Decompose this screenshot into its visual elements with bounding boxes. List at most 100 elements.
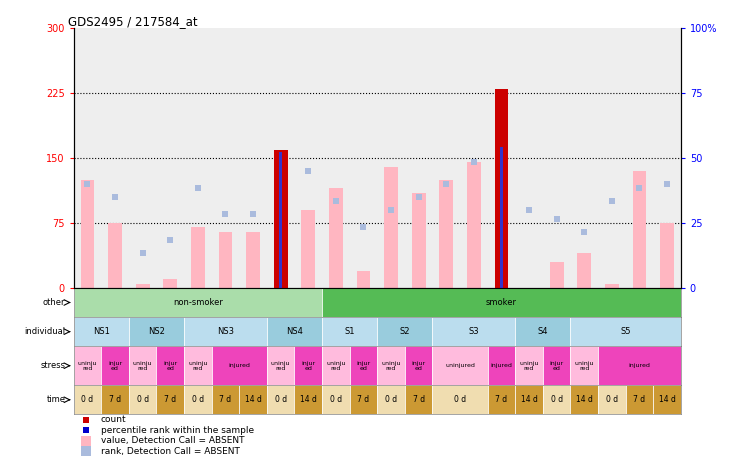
Bar bbox=[74, 385, 102, 414]
Text: S2: S2 bbox=[400, 327, 410, 336]
Bar bbox=[411, 193, 425, 288]
Bar bbox=[294, 385, 322, 414]
Bar bbox=[570, 385, 598, 414]
Text: 14 d: 14 d bbox=[576, 395, 592, 404]
Bar bbox=[246, 232, 260, 288]
Text: NS2: NS2 bbox=[148, 327, 165, 336]
Bar bbox=[632, 171, 646, 288]
Bar bbox=[219, 232, 233, 288]
Text: 7 d: 7 d bbox=[164, 395, 176, 404]
Bar bbox=[487, 346, 515, 385]
Text: 0 d: 0 d bbox=[385, 395, 397, 404]
Text: NS1: NS1 bbox=[93, 327, 110, 336]
Bar bbox=[212, 385, 239, 414]
Text: NS3: NS3 bbox=[217, 327, 234, 336]
Bar bbox=[487, 385, 515, 414]
Text: 0 d: 0 d bbox=[606, 395, 618, 404]
Bar bbox=[515, 385, 543, 414]
Bar bbox=[212, 346, 266, 385]
Text: 0 d: 0 d bbox=[551, 395, 562, 404]
Text: 0 d: 0 d bbox=[192, 395, 204, 404]
Text: injur
ed: injur ed bbox=[163, 361, 177, 371]
Text: uninju
red: uninju red bbox=[133, 361, 152, 371]
Text: uninju
red: uninju red bbox=[575, 361, 594, 371]
Bar bbox=[301, 210, 315, 288]
Text: uninju
red: uninju red bbox=[381, 361, 400, 371]
Bar bbox=[329, 189, 343, 288]
Text: uninju
red: uninju red bbox=[326, 361, 345, 371]
Bar bbox=[378, 385, 405, 414]
Bar bbox=[550, 262, 564, 288]
Bar bbox=[266, 317, 322, 346]
Text: count: count bbox=[101, 415, 127, 424]
Bar bbox=[184, 317, 266, 346]
Text: 0 d: 0 d bbox=[137, 395, 149, 404]
Bar bbox=[350, 346, 378, 385]
Text: uninju
red: uninju red bbox=[188, 361, 208, 371]
Bar bbox=[439, 180, 453, 288]
Bar bbox=[500, 147, 503, 288]
Bar bbox=[156, 385, 184, 414]
Bar bbox=[543, 385, 570, 414]
Text: GDS2495 / 217584_at: GDS2495 / 217584_at bbox=[68, 16, 197, 28]
Bar bbox=[322, 317, 377, 346]
Text: 7 d: 7 d bbox=[219, 395, 231, 404]
Bar bbox=[279, 152, 283, 288]
Text: stress: stress bbox=[40, 361, 66, 370]
Bar bbox=[495, 158, 509, 288]
Text: 14 d: 14 d bbox=[520, 395, 537, 404]
Bar bbox=[467, 163, 481, 288]
Text: percentile rank within the sample: percentile rank within the sample bbox=[101, 426, 254, 435]
Bar bbox=[322, 346, 350, 385]
Bar bbox=[239, 385, 266, 414]
Bar bbox=[378, 346, 405, 385]
Bar bbox=[432, 385, 487, 414]
Bar bbox=[570, 346, 598, 385]
Bar bbox=[598, 346, 681, 385]
Bar bbox=[405, 385, 433, 414]
Text: injured: injured bbox=[629, 363, 651, 368]
Bar bbox=[191, 228, 205, 288]
Text: 7 d: 7 d bbox=[413, 395, 425, 404]
Text: 0 d: 0 d bbox=[454, 395, 466, 404]
Bar bbox=[405, 346, 433, 385]
Bar bbox=[163, 279, 177, 288]
Bar bbox=[432, 317, 515, 346]
Bar bbox=[495, 89, 509, 288]
Bar bbox=[515, 346, 543, 385]
Text: injur
ed: injur ed bbox=[301, 361, 315, 371]
Bar bbox=[654, 385, 681, 414]
Text: injur
ed: injur ed bbox=[108, 361, 122, 371]
Text: 7 d: 7 d bbox=[109, 395, 121, 404]
Text: non-smoker: non-smoker bbox=[173, 298, 223, 307]
Text: injured: injured bbox=[490, 363, 512, 368]
Text: 7 d: 7 d bbox=[358, 395, 369, 404]
Bar bbox=[356, 271, 370, 288]
Bar bbox=[108, 223, 122, 288]
Text: uninju
red: uninju red bbox=[520, 361, 539, 371]
Text: individual: individual bbox=[24, 327, 66, 336]
Bar bbox=[322, 385, 350, 414]
Bar bbox=[74, 346, 102, 385]
Text: time: time bbox=[46, 395, 66, 404]
Text: 14 d: 14 d bbox=[300, 395, 316, 404]
Bar bbox=[266, 346, 294, 385]
Text: 7 d: 7 d bbox=[495, 395, 507, 404]
Bar bbox=[626, 385, 654, 414]
Bar bbox=[156, 346, 184, 385]
Text: 0 d: 0 d bbox=[82, 395, 93, 404]
Text: S3: S3 bbox=[469, 327, 479, 336]
Bar bbox=[274, 149, 288, 288]
Text: 0 d: 0 d bbox=[330, 395, 342, 404]
Text: injured: injured bbox=[228, 363, 250, 368]
Text: 0 d: 0 d bbox=[275, 395, 286, 404]
Text: S5: S5 bbox=[620, 327, 631, 336]
Text: S4: S4 bbox=[537, 327, 548, 336]
Bar bbox=[129, 317, 184, 346]
Text: NS4: NS4 bbox=[286, 327, 302, 336]
Bar bbox=[294, 346, 322, 385]
Bar bbox=[577, 253, 591, 288]
Text: 7 d: 7 d bbox=[634, 395, 645, 404]
Text: injur
ed: injur ed bbox=[356, 361, 370, 371]
Bar bbox=[129, 346, 156, 385]
